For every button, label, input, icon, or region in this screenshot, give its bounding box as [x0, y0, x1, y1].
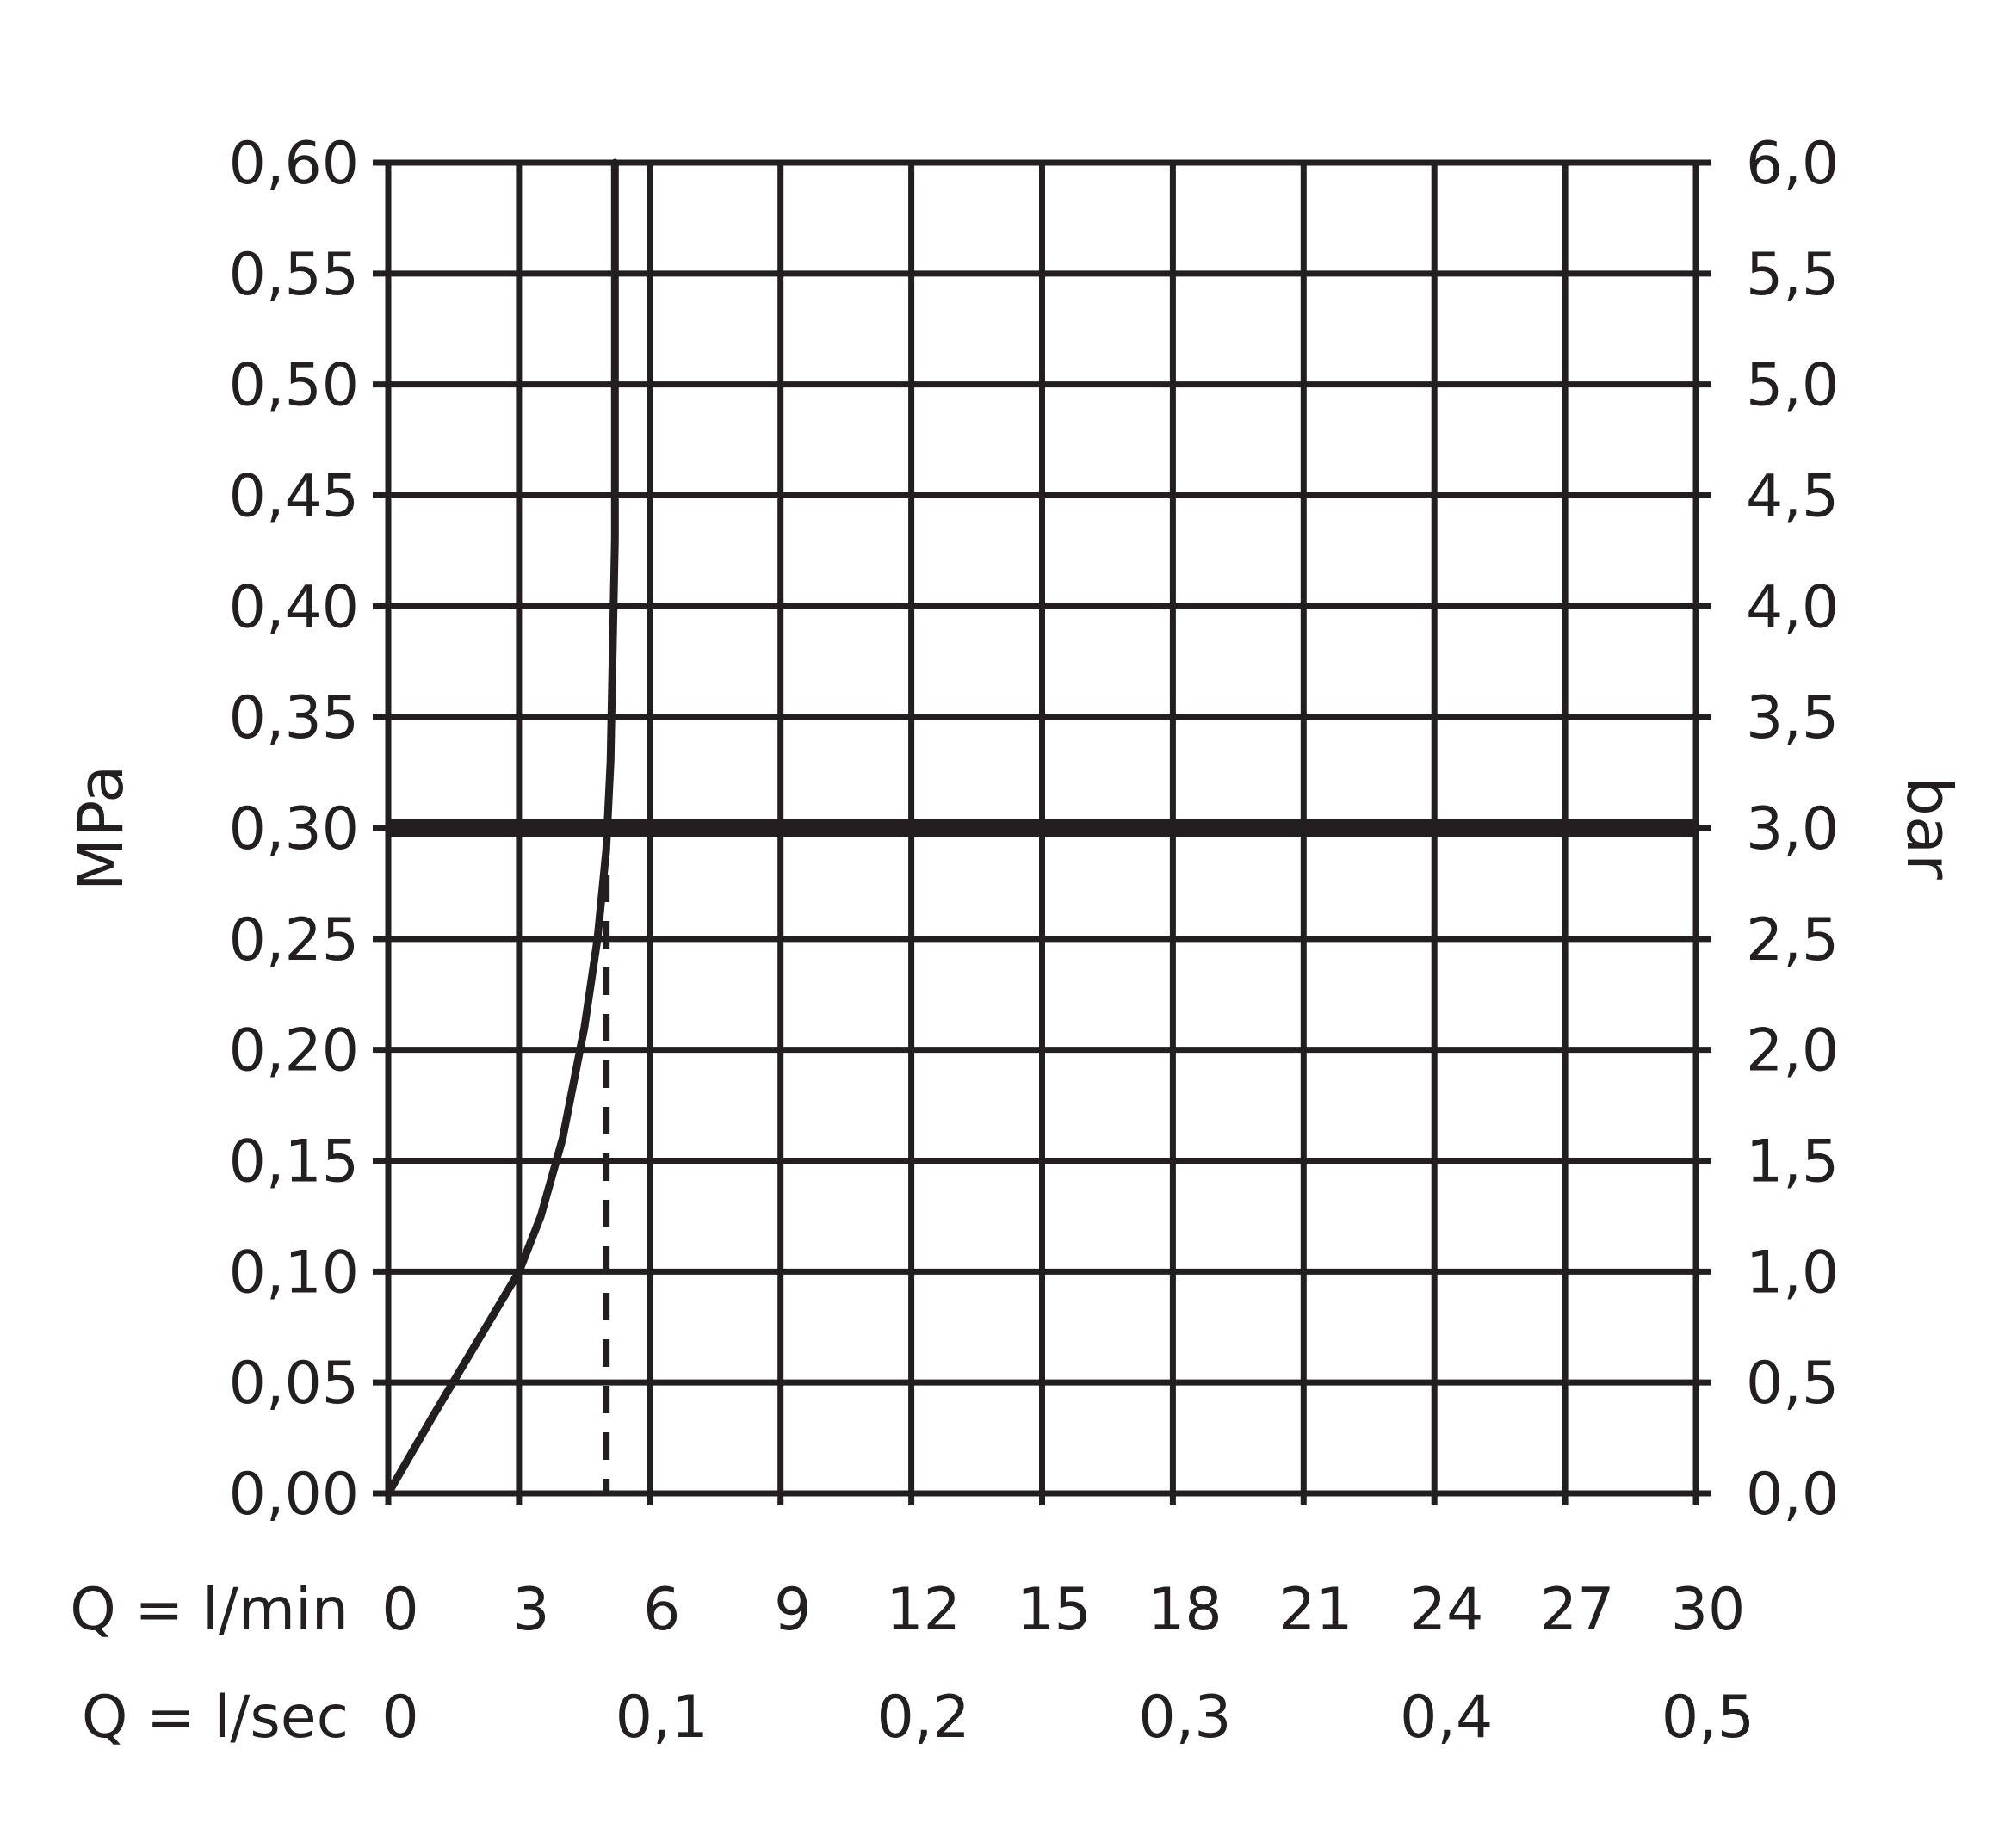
x-secondary-tick-label: 0,4 — [1400, 1684, 1493, 1752]
y-right-tick-label: 2,0 — [1746, 1017, 1839, 1085]
x-primary-tick-label: 27 — [1540, 1576, 1615, 1644]
y-left-tick-label: 0,30 — [229, 795, 359, 863]
x-primary-tick-label: 3 — [512, 1576, 549, 1644]
x-primary-tick-label: 0 — [381, 1576, 418, 1644]
y-left-tick-label: 0,25 — [229, 906, 359, 974]
y-left-tick-label: 0,00 — [229, 1461, 359, 1529]
y-left-tick-label: 0,40 — [229, 573, 359, 641]
x-primary-tick-label: 12 — [886, 1576, 961, 1644]
y-left-tick-label: 0,35 — [229, 684, 359, 752]
x-secondary-tick-label: 0,1 — [616, 1684, 708, 1752]
y-right-tick-label: 6,0 — [1746, 130, 1839, 198]
y-right-tick-label: 0,5 — [1746, 1350, 1839, 1418]
y-left-tick-label: 0,05 — [229, 1350, 359, 1418]
y-left-tick-label: 0,60 — [229, 130, 359, 198]
series-line-0 — [384, 158, 619, 1498]
x-primary-tick-label: 30 — [1671, 1576, 1746, 1644]
chart-labels: 0,000,050,100,150,200,250,300,350,400,45… — [65, 130, 1965, 1752]
x-primary-tick-label: 18 — [1148, 1576, 1222, 1644]
y-left-tick-label: 0,55 — [229, 241, 359, 309]
y-right-axis-title: bar — [1893, 776, 1965, 880]
y-right-tick-label: 1,0 — [1746, 1239, 1839, 1307]
x-secondary-tick-label: 0,2 — [877, 1684, 970, 1752]
y-right-tick-label: 3,5 — [1746, 684, 1839, 752]
y-right-tick-label: 0,0 — [1746, 1461, 1839, 1529]
y-right-tick-label: 4,0 — [1746, 573, 1839, 641]
y-right-tick-label: 4,5 — [1746, 463, 1839, 531]
y-left-tick-label: 0,50 — [229, 352, 359, 420]
y-right-tick-label: 1,5 — [1746, 1128, 1839, 1196]
y-right-tick-label: 5,5 — [1746, 241, 1839, 309]
y-left-tick-label: 0,45 — [229, 463, 359, 531]
x-primary-tick-label: 21 — [1278, 1576, 1353, 1644]
y-left-tick-label: 0,10 — [229, 1239, 359, 1307]
x-secondary-tick-label: 0,5 — [1661, 1684, 1754, 1752]
x-secondary-axis-title: Q = l/sec — [82, 1684, 349, 1752]
y-right-tick-label: 3,0 — [1746, 795, 1839, 863]
x-secondary-tick-label: 0,3 — [1138, 1684, 1231, 1752]
y-left-tick-label: 0,20 — [229, 1017, 359, 1085]
x-secondary-tick-label: 0 — [381, 1684, 418, 1752]
x-primary-axis-title: Q = l/min — [70, 1576, 349, 1644]
x-primary-tick-label: 6 — [643, 1576, 680, 1644]
y-left-axis-title: MPa — [65, 765, 137, 891]
y-right-tick-label: 5,0 — [1746, 352, 1839, 420]
x-primary-tick-label: 24 — [1409, 1576, 1484, 1644]
y-left-tick-label: 0,15 — [229, 1128, 359, 1196]
y-right-tick-label: 2,5 — [1746, 906, 1839, 974]
chart-lines — [384, 158, 1696, 1498]
x-primary-tick-label: 15 — [1017, 1576, 1092, 1644]
x-primary-tick-label: 9 — [774, 1576, 811, 1644]
